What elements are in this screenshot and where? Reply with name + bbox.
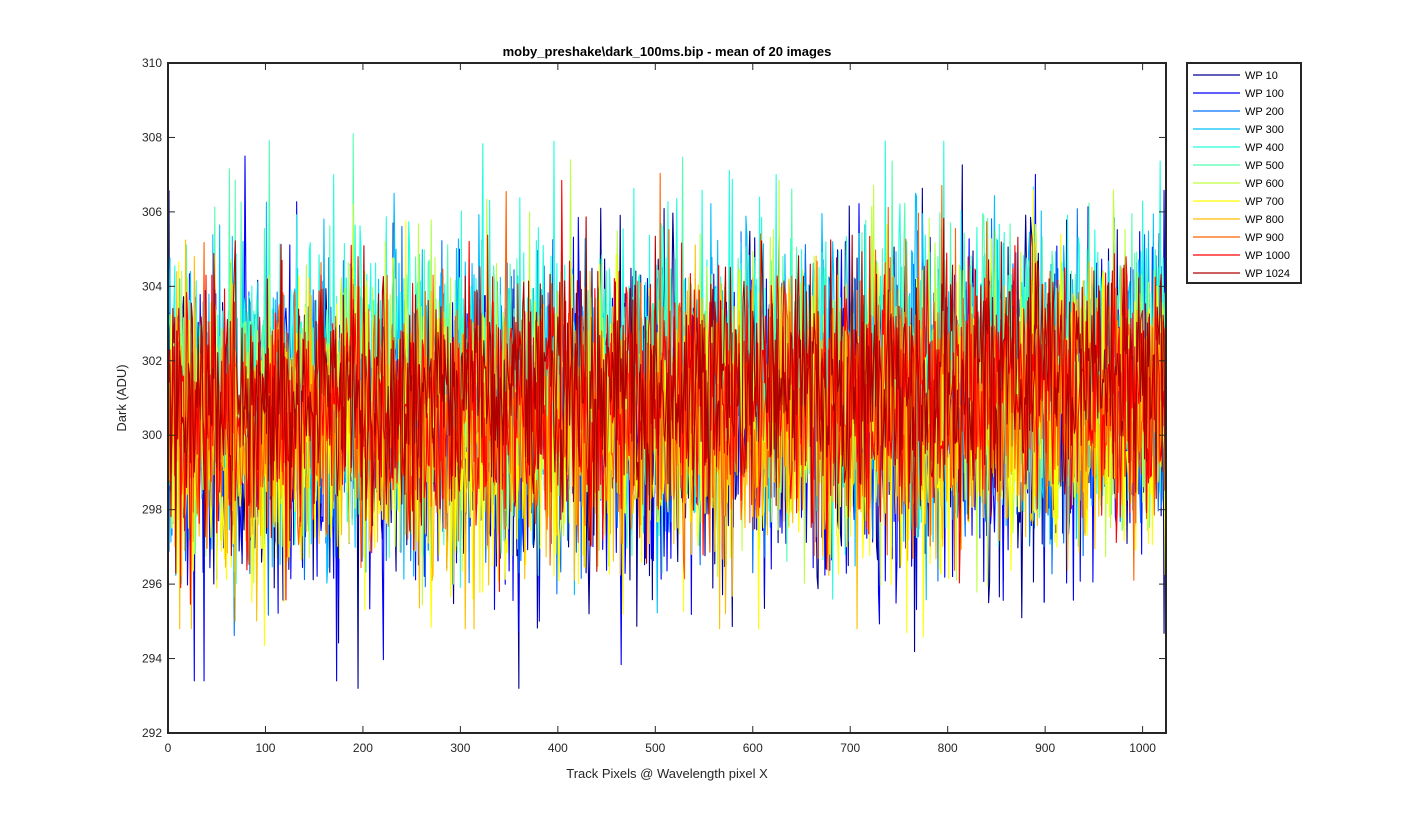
y-tick-label: 302 — [142, 354, 162, 368]
y-tick-label: 308 — [142, 130, 162, 144]
legend-label: WP 1024 — [1245, 268, 1290, 280]
y-tick-label: 310 — [142, 56, 162, 70]
legend-label: WP 500 — [1245, 160, 1284, 172]
x-tick-label: 100 — [255, 741, 275, 755]
x-axis-label: Track Pixels @ Wavelength pixel X — [566, 766, 768, 781]
x-tick-label: 700 — [840, 741, 860, 755]
legend-box — [1186, 62, 1302, 284]
y-tick-label: 296 — [142, 577, 162, 591]
x-tick-label: 1000 — [1129, 741, 1156, 755]
legend-label: WP 100 — [1245, 88, 1284, 100]
x-tick-label: 200 — [353, 741, 373, 755]
x-tick-label: 300 — [450, 741, 470, 755]
y-tick-label: 304 — [142, 279, 162, 293]
legend-label: WP 300 — [1245, 124, 1284, 136]
legend: WP 10 WP 100 WP 200 WP 300 WP 400 WP 500 WP 60… — [1186, 62, 1302, 284]
x-tick-label: 900 — [1035, 741, 1055, 755]
x-axis: 0 100 200 300 400 500 600 700 800 900 1000 — [165, 63, 1156, 755]
y-tick-label: 300 — [142, 428, 162, 442]
y-axis-label: Dark (ADU) — [114, 364, 129, 431]
legend-label: WP 200 — [1245, 106, 1284, 118]
legend-label: WP 900 — [1245, 232, 1284, 244]
y-tick-label: 298 — [142, 503, 162, 517]
y-tick-label: 292 — [142, 726, 162, 740]
legend-label: WP 400 — [1245, 142, 1284, 154]
legend-label: WP 600 — [1245, 178, 1284, 190]
y-tick-label: 294 — [142, 652, 162, 666]
legend-label: WP 1000 — [1245, 250, 1290, 262]
plot-frame — [167, 62, 1167, 734]
y-tick-label: 306 — [142, 205, 162, 219]
legend-label: WP 10 — [1245, 70, 1278, 82]
y-axis: 292 294 296 298 300 302 304 306 308 310 — [142, 56, 1166, 740]
legend-label: WP 800 — [1245, 214, 1284, 226]
legend-label: WP 700 — [1245, 196, 1284, 208]
x-tick-label: 0 — [165, 741, 172, 755]
x-tick-label: 800 — [938, 741, 958, 755]
series-layer — [168, 133, 1167, 689]
x-tick-label: 600 — [743, 741, 763, 755]
series-line — [168, 216, 1167, 574]
x-tick-label: 400 — [548, 741, 568, 755]
x-tick-label: 500 — [645, 741, 665, 755]
chart-title: moby_preshake\dark_100ms.bip - mean of 2… — [503, 44, 832, 59]
